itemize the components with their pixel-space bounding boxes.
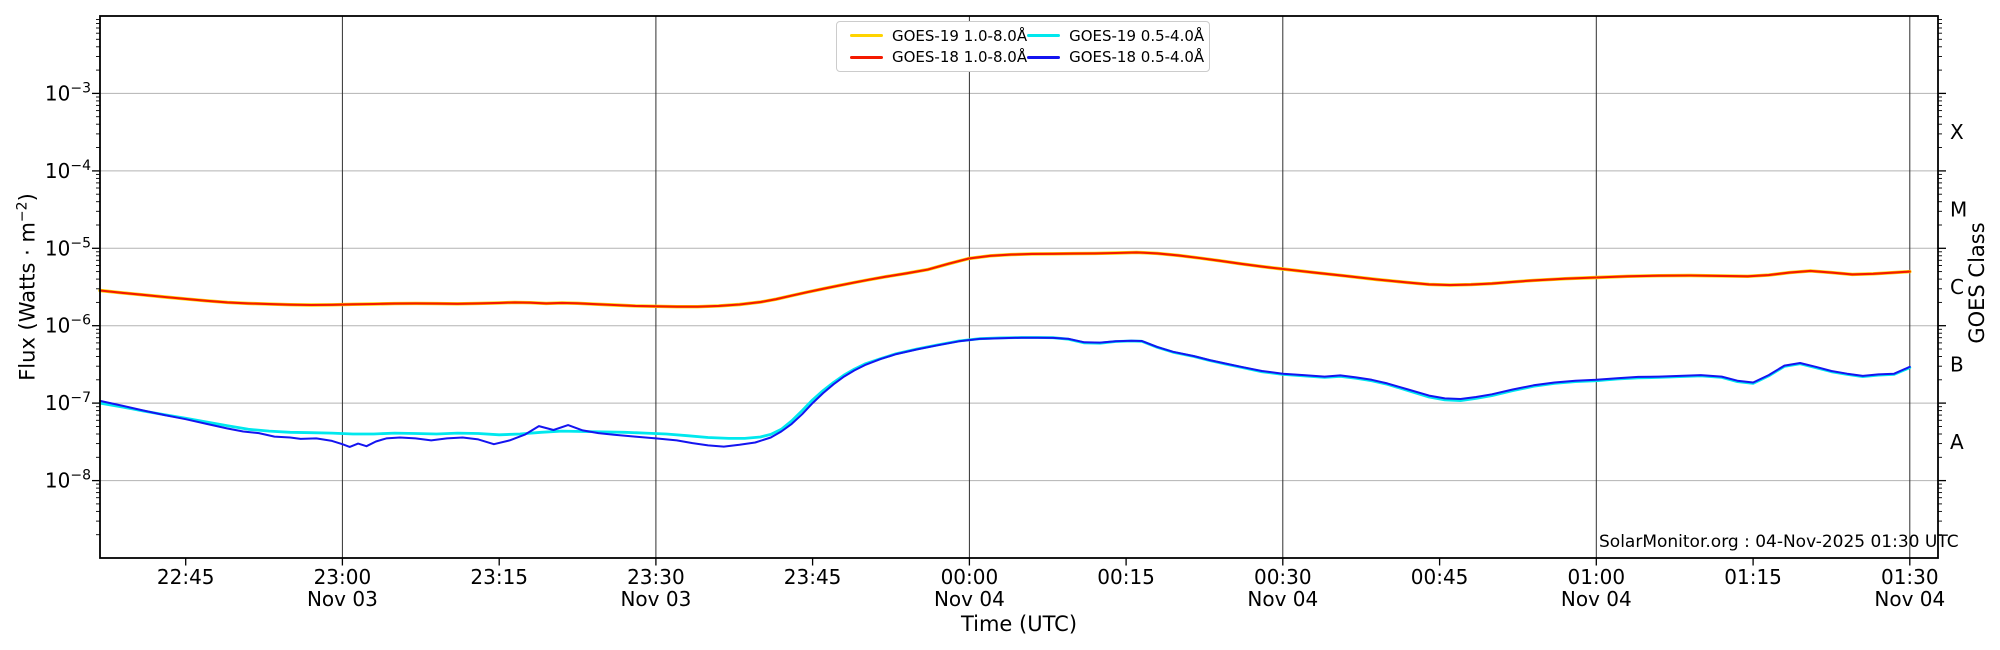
legend-item-goes19-short: GOES-19 0.5-4.0Å [1027,27,1204,45]
y-axis-title-suffix: ) [15,193,40,202]
series-goes19-long [98,250,1912,309]
y-tick-label: 10−8 [45,468,91,493]
legend-item-goes19-long: GOES-19 1.0-8.0Å [850,27,1027,45]
x-tick-label: 23:45 [784,565,842,589]
y-axis-title-exponent: −2 [14,201,31,223]
goes-class-label-A: A [1950,430,1964,454]
x-tick-date-label: Nov 04 [1247,587,1318,611]
series-goes19-short [98,336,1912,440]
legend-item-goes18-short: GOES-18 0.5-4.0Å [1027,48,1204,66]
y-axis-title: Flux (Watts · m−2) [15,193,40,381]
x-tick-label: 23:15 [470,565,528,589]
legend-label-goes18-long: GOES-18 1.0-8.0Å [892,48,1028,67]
x-axis-title: Time (UTC) [960,612,1078,636]
goes-class-label-C: C [1950,275,1964,299]
legend: GOES-19 1.0-8.0Å GOES-18 1.0-8.0Å GOES-1… [836,21,1210,72]
x-tick-label: 00:30 [1254,565,1312,589]
y-tick-label: 10−6 [45,313,91,338]
x-tick-date-label: Nov 04 [1561,587,1632,611]
y-axis-title-text: Flux (Watts · m [15,222,40,381]
y-tick-label: 10−5 [45,235,91,260]
goes-class-label-X: X [1950,120,1964,144]
legend-label-goes18-short: GOES-18 0.5-4.0Å [1069,48,1205,67]
x-tick-label: 23:00 [314,565,372,589]
goes-class-label-B: B [1950,353,1964,377]
right-axis-title: GOES Class [1965,222,1989,344]
legend-label-goes19-short: GOES-19 0.5-4.0Å [1069,26,1205,45]
y-tick-label: 10−3 [45,80,91,105]
goes-class-label-M: M [1950,198,1967,222]
x-tick-label: 00:00 [941,565,999,589]
y-tick-label: 10−7 [45,390,91,415]
x-tick-label: 00:15 [1097,565,1155,589]
x-tick-label: 01:00 [1567,565,1625,589]
legend-swatch-goes19-short-icon [1027,34,1061,38]
x-tick-label: 00:45 [1411,565,1469,589]
x-tick-date-label: Nov 04 [1874,587,1945,611]
legend-item-goes18-long: GOES-18 1.0-8.0Å [850,48,1027,66]
x-tick-label: 01:15 [1724,565,1782,589]
legend-swatch-goes19-long-icon [850,34,883,38]
x-tick-date-label: Nov 04 [934,587,1005,611]
plot-border [99,15,1939,559]
legend-label-goes19-long: GOES-19 1.0-8.0Å [892,26,1028,45]
legend-swatch-goes18-long-icon [850,55,883,59]
x-tick-date-label: Nov 03 [620,587,691,611]
y-tick-label: 10−4 [45,158,91,183]
x-tick-date-label: Nov 03 [307,587,378,611]
x-tick-label: 22:45 [157,565,215,589]
legend-swatch-goes18-short-icon [1027,55,1061,59]
series-goes18-short [99,336,1911,448]
solarmonitor-credit: SolarMonitor.org : 04-Nov-2025 01:30 UTC [1599,532,1959,552]
series-goes18-long [98,251,1911,308]
x-tick-label: 01:30 [1881,565,1939,589]
x-tick-label: 23:30 [627,565,685,589]
